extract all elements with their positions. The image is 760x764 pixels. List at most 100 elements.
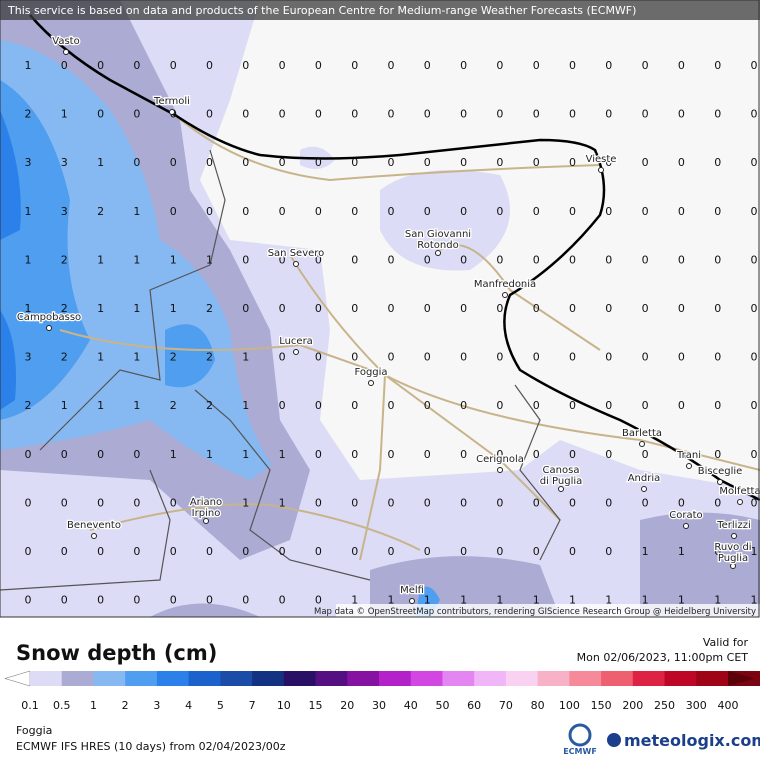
- place-dot: [435, 250, 441, 256]
- colorbar-label: 80: [531, 699, 545, 712]
- colorbar-label: 400: [718, 699, 739, 712]
- grid-value: 0: [170, 545, 177, 558]
- grid-value: 2: [61, 351, 68, 364]
- grid-value: 0: [714, 59, 721, 72]
- grid-value: 1: [279, 448, 286, 461]
- ecmwf: ECMWF: [563, 747, 597, 756]
- grid-value: 0: [424, 545, 431, 558]
- grid-value: 1: [206, 253, 213, 266]
- place-dot: [598, 167, 604, 173]
- grid-value: 0: [496, 399, 503, 412]
- grid-value: 0: [751, 59, 758, 72]
- colorbar-label: 70: [499, 699, 513, 712]
- grid-value: 1: [642, 545, 649, 558]
- attribution: Map data © OpenStreetMap contributors, r…: [314, 607, 756, 617]
- grid-value: 1: [714, 594, 721, 607]
- grid-value: 0: [642, 108, 649, 121]
- place-dot: [686, 463, 692, 469]
- grid-value: 0: [25, 594, 32, 607]
- grid-value: 0: [569, 156, 576, 169]
- grid-value: 0: [678, 302, 685, 315]
- colorbar-swatch: [569, 671, 602, 686]
- grid-value: 1: [642, 594, 649, 607]
- grid-value: 0: [279, 156, 286, 169]
- grid-value: 0: [97, 545, 104, 558]
- grid-value: 0: [714, 399, 721, 412]
- grid-value: 0: [678, 399, 685, 412]
- grid-value: 0: [424, 205, 431, 218]
- grid-value: 0: [206, 156, 213, 169]
- place-dot: [293, 261, 299, 267]
- grid-value: 0: [605, 448, 612, 461]
- grid-value: 1: [25, 59, 32, 72]
- place-label: Trani: [676, 450, 701, 461]
- grid-value: 3: [25, 351, 32, 364]
- grid-value: 1: [133, 205, 140, 218]
- place-label: Campobasso: [17, 312, 81, 323]
- place-dot: [683, 523, 689, 529]
- coastline: [29, 14, 760, 502]
- grid-value: 0: [61, 545, 68, 558]
- grid-value: 1: [351, 594, 358, 607]
- place-dot: [46, 325, 52, 331]
- colorbar-swatch: [220, 671, 253, 686]
- grid-value: 0: [533, 448, 540, 461]
- grid-value: 0: [315, 156, 322, 169]
- grid-value: 0: [388, 253, 395, 266]
- grid-value: 0: [496, 156, 503, 169]
- grid-value: 0: [533, 399, 540, 412]
- place-label: Corato: [669, 510, 702, 521]
- grid-value: 2: [206, 351, 213, 364]
- grid-value: 0: [170, 156, 177, 169]
- grid-value: 0: [279, 399, 286, 412]
- grid-value: 0: [97, 59, 104, 72]
- colorbar-swatch: [156, 671, 190, 686]
- place-label: Molfetta: [719, 486, 760, 497]
- place-dot: [409, 598, 415, 604]
- grid-value: 0: [351, 59, 358, 72]
- grid-value: 0: [97, 594, 104, 607]
- grid-value: 0: [61, 448, 68, 461]
- place-dot: [368, 380, 374, 386]
- grid-value: 0: [133, 594, 140, 607]
- grid-value: 0: [460, 399, 467, 412]
- grid-value: 3: [61, 156, 68, 169]
- colorbar-swatch: [315, 671, 348, 686]
- grid-value: 0: [460, 59, 467, 72]
- colorbar-label: 40: [404, 699, 418, 712]
- colorbar-swatch: [505, 671, 539, 686]
- grid-value: 2: [61, 302, 68, 315]
- colorbar-label: 0.5: [53, 699, 71, 712]
- grid-value: 0: [460, 253, 467, 266]
- place-label: San Severo: [268, 248, 325, 259]
- grid-value: 0: [351, 302, 358, 315]
- grid-value: 0: [206, 205, 213, 218]
- grid-value: 0: [533, 59, 540, 72]
- colorbar-swatch: [125, 671, 158, 686]
- grid-value: 0: [605, 205, 612, 218]
- grid-value: 0: [533, 545, 540, 558]
- grid-value: 0: [569, 205, 576, 218]
- grid-value: 1: [496, 594, 503, 607]
- grid-value: 0: [460, 302, 467, 315]
- grid-value: 0: [279, 253, 286, 266]
- grid-value: 0: [533, 351, 540, 364]
- place-dot: [730, 563, 736, 569]
- grid-value: 0: [605, 108, 612, 121]
- grid-value: 1: [751, 545, 758, 558]
- grid-value: 0: [242, 59, 249, 72]
- grid-value: 0: [678, 496, 685, 509]
- place-dot: [737, 499, 743, 505]
- grid-value: 0: [605, 253, 612, 266]
- grid-value: 0: [279, 205, 286, 218]
- place-label: Termoli: [153, 96, 190, 107]
- colorbar-swatch: [537, 671, 570, 686]
- grid-value: 0: [460, 448, 467, 461]
- place-label: Bisceglie: [698, 466, 743, 477]
- grid-value: 0: [133, 156, 140, 169]
- grid-value: 2: [25, 399, 32, 412]
- colorbar-swatch: [410, 671, 443, 686]
- grid-value: 0: [642, 302, 649, 315]
- place-label: Vasto: [52, 36, 79, 47]
- place-dot: [91, 533, 97, 539]
